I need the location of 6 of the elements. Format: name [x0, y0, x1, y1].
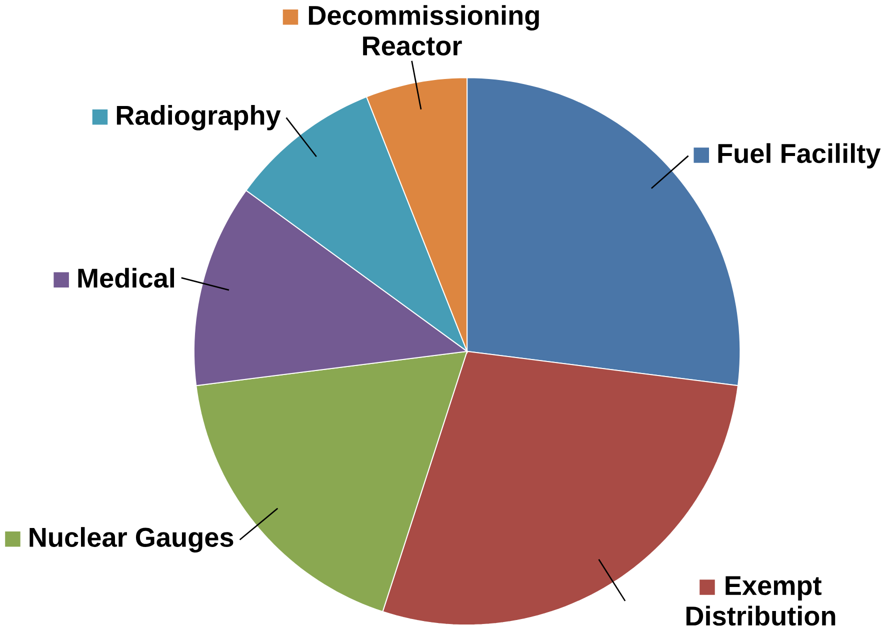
legend-label: Decommissioning Reactor	[308, 5, 539, 56]
legend-label: Exempt Distribution	[686, 576, 836, 626]
legend-label: Radiography	[116, 105, 281, 131]
legend-label: Nuclear Gauges	[30, 527, 234, 553]
legend-label: Fuel Facililty	[718, 143, 881, 169]
legend-label: Medical	[78, 268, 174, 288]
